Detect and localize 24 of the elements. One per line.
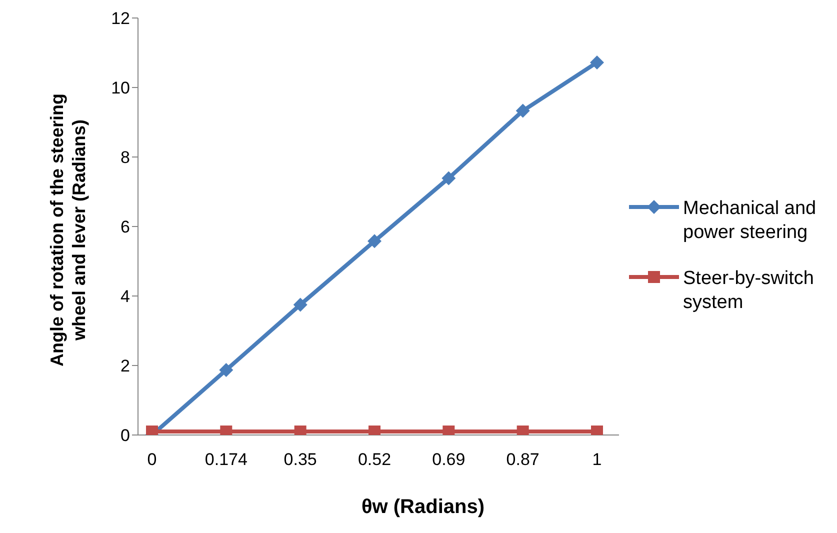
point — [442, 171, 456, 186]
point — [590, 55, 604, 70]
x-tick-label: 0 — [147, 450, 157, 470]
y-tick-label: 6 — [120, 218, 130, 237]
x-tick-label: 0.87 — [506, 450, 540, 470]
x-axis-title: θw (Radians) — [360, 496, 486, 519]
legend-label: Mechanical and power steering — [683, 196, 818, 244]
y-tick-label: 0 — [120, 426, 130, 446]
x-tick-label: 1 — [592, 450, 602, 470]
y-tick-label: 10 — [111, 78, 130, 98]
x-tick-label: 0.35 — [284, 450, 317, 470]
x-tick-label: 0.69 — [432, 450, 466, 470]
point — [219, 363, 234, 378]
point — [516, 104, 530, 118]
y-axis-title: Angle of rotation of the steering wheel and lever (Radians) — [46, 92, 90, 368]
y-tick-label: 2 — [120, 356, 130, 376]
point — [368, 234, 382, 248]
legend-label: Steer-by-switch system — [683, 266, 815, 314]
point — [293, 298, 308, 312]
x-tick-label: 0.174 — [204, 450, 248, 470]
y-tick-label: 4 — [120, 287, 130, 306]
x-tick-label: 0.52 — [358, 450, 392, 470]
y-tick-label: 12 — [111, 9, 130, 28]
y-tick-label: 8 — [120, 148, 130, 168]
